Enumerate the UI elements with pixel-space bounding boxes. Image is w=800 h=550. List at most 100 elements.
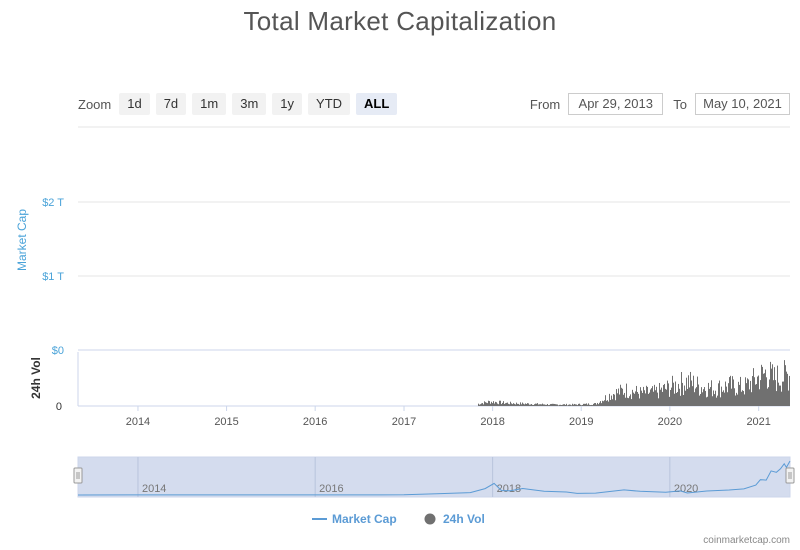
volume-bar [637,391,638,406]
volume-bar [523,403,524,406]
volume-bar [641,390,642,406]
volume-bar [596,404,597,406]
zoom-button-1d[interactable]: 1d [119,93,150,115]
volume-bar [519,404,520,406]
volume-bar [783,381,784,406]
volume-bar [753,368,754,406]
volume-bar [491,401,492,406]
volume-bar [492,403,493,406]
navigator-left-handle[interactable] [73,467,83,484]
volume-bar [668,383,669,406]
zoom-button-ytd[interactable]: YTD [308,93,351,115]
volume-bar [565,404,566,406]
volume-bar [750,380,751,406]
volume-bar [691,380,692,406]
volume-bar [758,375,759,406]
volume-bar [633,392,634,406]
volume-bar [541,404,542,406]
volume-bar [499,400,500,406]
volume-axis-label: 24h Vol [29,357,43,399]
volume-bar [714,394,715,406]
navigator-tick-label: 2016 [319,483,343,495]
volume-bar [554,403,555,406]
zoom-button-1y[interactable]: 1y [272,93,303,115]
volume-bar [591,404,592,406]
volume-bar [759,389,760,406]
volume-bar [584,403,585,406]
volume-y-axis: 0 [56,401,62,413]
legend-item-24h-vol[interactable]: 24h Vol [443,512,485,526]
volume-bar [769,379,770,406]
volume-bar [516,402,517,406]
volume-bar [513,403,514,406]
volume-bar [752,376,753,406]
volume-bar [561,405,562,406]
volume-bar [728,383,729,406]
volume-bar [489,401,490,406]
zoom-button-all[interactable]: ALL [356,93,398,115]
volume-bar [514,403,515,406]
volume-bar [525,403,526,406]
volume-bar [640,387,641,406]
navigator-tick-label: 2018 [497,483,521,495]
to-date-input[interactable]: May 10, 2021 [695,93,790,115]
volume-bar [563,404,564,406]
volume-bar [613,394,614,406]
volume-bar [649,392,650,406]
volume-bar [556,404,557,406]
volume-bar [784,360,785,406]
main-grid [78,201,790,351]
volume-bar [636,385,637,406]
credits-link[interactable]: coinmarketcap.com [703,535,790,546]
volume-bar [593,403,594,406]
volume-bar [581,405,582,406]
navigator[interactable]: 2014 2016 2018 2020 [73,456,795,498]
volume-bar [536,403,537,406]
volume-bar [767,388,768,406]
volume-bar [551,403,552,406]
volume-bar [781,391,782,406]
volume-bar [688,375,689,406]
zoom-button-3m[interactable]: 3m [232,93,267,115]
volume-bar [568,404,569,406]
volume-bar [543,404,544,406]
volume-bar [657,392,658,406]
volume-bar [511,403,512,406]
volume-bar [540,404,541,406]
zoom-button-7d[interactable]: 7d [155,93,187,115]
volume-bar [490,403,491,406]
volume-bar [705,390,706,406]
navigator-mask[interactable] [77,456,791,498]
volume-bar [749,389,750,406]
volume-bar [642,392,643,406]
volume-bar [547,403,548,406]
volume-bar [545,404,546,406]
volume-bar [655,390,656,406]
volume-bar [676,392,677,406]
volume-bar [737,394,738,406]
zoom-button-1m[interactable]: 1m [192,93,227,115]
zoom-controls: Zoom 1d 7d 1m 3m 1y YTD ALL [78,92,403,116]
volume-bar [768,387,769,406]
volume-bar [582,404,583,406]
legend-item-market-cap[interactable]: Market Cap [332,512,397,526]
volume-bar [673,382,674,406]
volume-bar [538,404,539,406]
volume-bar [599,402,600,406]
volume-bar [503,401,504,406]
volume-bar [493,401,494,406]
volume-bar [708,382,709,406]
navigator-right-handle[interactable] [785,467,795,484]
volume-bar [485,402,486,406]
volume-bar [537,403,538,406]
volume-bar [549,404,550,406]
volume-bar [761,364,762,406]
volume-bar [733,379,734,406]
volume-bar [717,395,718,406]
from-date-input[interactable]: Apr 29, 2013 [568,93,664,115]
volume-bar [601,403,602,406]
volume-bar [661,387,662,406]
volume-bar [621,387,622,406]
volume-bar [625,397,626,406]
volume-bar [726,386,727,406]
